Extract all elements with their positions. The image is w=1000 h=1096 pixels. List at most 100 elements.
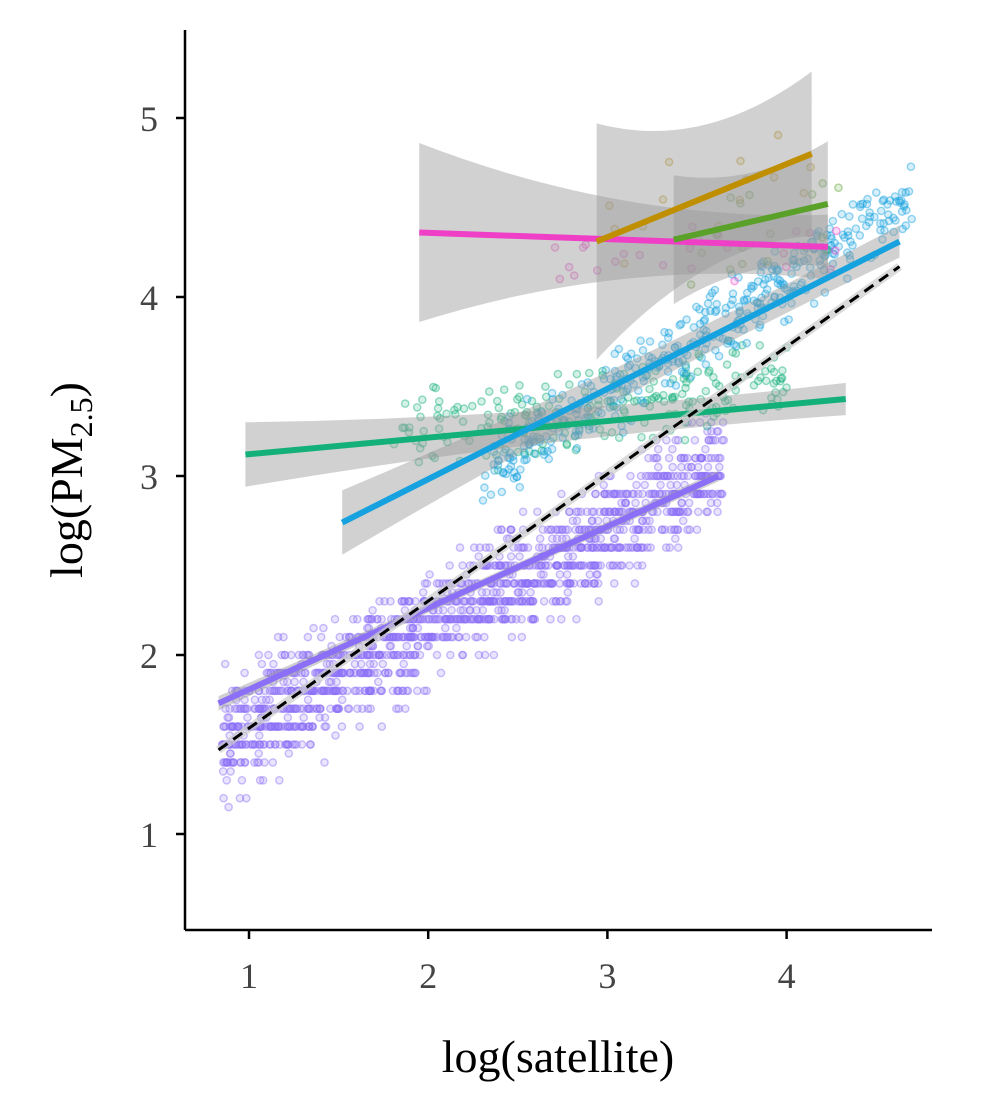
data-point-blue (712, 299, 722, 309)
data-point-purple (568, 516, 578, 526)
data-point-gold (620, 259, 629, 268)
data-point-teal (496, 414, 506, 424)
data-point-blue (623, 354, 633, 363)
data-point-purple (399, 597, 409, 606)
data-point-pink (635, 250, 645, 260)
data-point-purple (377, 722, 387, 731)
data-point-purple (683, 525, 692, 535)
data-point-purple (321, 722, 331, 731)
data-point-purple (455, 543, 465, 552)
data-point-purple (377, 686, 387, 696)
data-point-purple (534, 543, 544, 552)
data-point-purple (596, 543, 606, 552)
data-point-blue (885, 196, 895, 205)
data-point-purple (260, 758, 269, 767)
data-point-purple (590, 579, 600, 588)
data-point-purple (597, 543, 606, 552)
data-point-blue (826, 231, 836, 241)
data-point-purple (450, 614, 460, 624)
data-point-purple (506, 552, 516, 561)
data-point-blue (780, 283, 789, 293)
data-point-purple (557, 534, 567, 544)
data-point-teal (782, 383, 791, 392)
data-point-purple (702, 507, 711, 517)
data-point-blue (843, 248, 852, 257)
data-point-purple (515, 597, 524, 606)
data-point-purple (447, 606, 456, 615)
data-point-purple (580, 579, 590, 588)
data-point-purple (386, 632, 396, 642)
data-point-purple (360, 686, 370, 696)
data-point-purple (626, 543, 635, 552)
data-point-purple (404, 597, 413, 606)
data-point-purple (365, 614, 374, 624)
data-point-purple (718, 417, 728, 427)
y-tick-label: 4 (140, 278, 158, 318)
data-point-purple (697, 471, 707, 481)
data-point-blue (519, 441, 529, 451)
data-point-purple (673, 525, 683, 535)
data-point-teal (594, 400, 603, 410)
data-point-purple (585, 561, 594, 570)
data-point-purple (523, 579, 533, 588)
data-point-blue (834, 242, 844, 251)
data-point-teal (419, 426, 429, 436)
data-point-purple (384, 668, 393, 678)
data-point-blue (757, 262, 767, 271)
data-point-blue (609, 395, 619, 405)
data-point-purple (280, 650, 290, 660)
data-point-pink (781, 262, 791, 272)
data-point-blue (899, 202, 909, 211)
data-point-purple (489, 650, 499, 660)
data-point-blue (890, 192, 900, 201)
data-point-blue (494, 456, 503, 466)
data-point-purple (395, 668, 404, 678)
data-point-teal (650, 393, 659, 402)
data-point-purple (362, 668, 372, 678)
data-point-purple (265, 686, 275, 696)
data-point-purple (489, 597, 499, 606)
data-point-purple (496, 561, 506, 570)
data-point-teal (549, 433, 558, 443)
data-point-purple (353, 704, 362, 714)
data-point-purple (221, 704, 230, 714)
data-point-purple (547, 579, 557, 588)
data-point-purple (369, 659, 379, 669)
data-point-purple (532, 579, 542, 588)
data-point-teal (681, 371, 691, 380)
data-point-blue (755, 323, 764, 332)
data-point-purple (609, 561, 618, 570)
data-point-teal (769, 367, 779, 377)
data-point-purple (465, 606, 474, 615)
data-point-purple (564, 579, 573, 588)
data-point-purple (592, 570, 601, 579)
data-point-purple (315, 713, 324, 722)
data-point-teal (778, 366, 787, 375)
data-point-purple (295, 722, 305, 731)
data-point-purple (526, 597, 535, 606)
data-point-purple (518, 579, 527, 588)
data-point-purple (538, 525, 548, 535)
data-point-purple (234, 740, 243, 749)
data-point-blue (711, 307, 720, 317)
data-point-teal (493, 465, 503, 475)
data-point-teal (520, 410, 530, 420)
data-point-purple (608, 561, 617, 570)
data-point-purple (413, 623, 423, 633)
data-point-purple (679, 471, 689, 481)
data-point-purple (428, 632, 438, 642)
data-point-purple (365, 686, 374, 696)
data-point-purple (458, 561, 467, 570)
data-point-purple (332, 704, 342, 714)
data-point-blue (896, 198, 905, 207)
data-point-blue (599, 374, 609, 384)
data-point-purple (357, 704, 367, 714)
data-point-purple (356, 659, 366, 669)
data-point-teal (538, 439, 547, 449)
data-point-purple (455, 614, 465, 624)
data-point-pink (688, 222, 697, 232)
data-point-blue (784, 315, 794, 324)
data-point-purple (637, 516, 647, 526)
data-point-purple (223, 713, 232, 722)
data-point-purple (536, 579, 546, 588)
